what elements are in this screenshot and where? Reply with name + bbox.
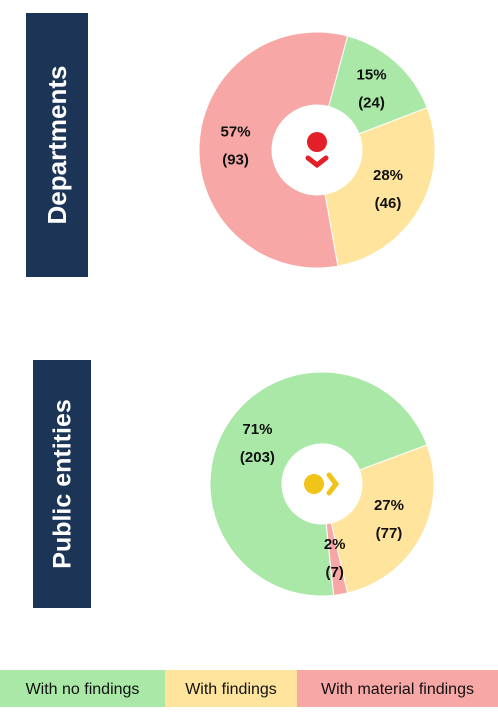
count-label: (46) [375, 195, 402, 212]
icon [326, 472, 340, 496]
count-label: (24) [358, 94, 385, 111]
legend-label: With material findings [321, 681, 474, 698]
icon [305, 155, 329, 169]
chart-title: Public entities [49, 399, 77, 568]
wedge [330, 444, 435, 594]
value-label: 57% [221, 124, 251, 141]
wedge [198, 31, 349, 269]
wedge [328, 35, 428, 135]
banner [33, 360, 91, 608]
wedge [325, 522, 349, 596]
legend-label: With findings [185, 681, 277, 698]
value-label: 28% [373, 167, 403, 184]
value-label: 15% [357, 66, 387, 83]
chart-title: Departments [42, 66, 72, 225]
wedge [209, 371, 428, 597]
legend-swatch [165, 670, 297, 707]
count-label: (77) [376, 525, 403, 542]
wedge [324, 107, 436, 267]
banner [26, 13, 88, 277]
value-label: 2% [324, 536, 346, 553]
icon [307, 132, 327, 152]
count-label: (203) [240, 449, 275, 466]
legend-swatch [0, 670, 165, 707]
legend-label: With no findings [26, 681, 140, 698]
icon [304, 474, 324, 494]
legend-swatch [297, 670, 498, 707]
value-label: 27% [374, 497, 404, 514]
count-label: (7) [326, 564, 344, 581]
value-label: 71% [242, 421, 272, 438]
count-label: (93) [222, 152, 249, 169]
